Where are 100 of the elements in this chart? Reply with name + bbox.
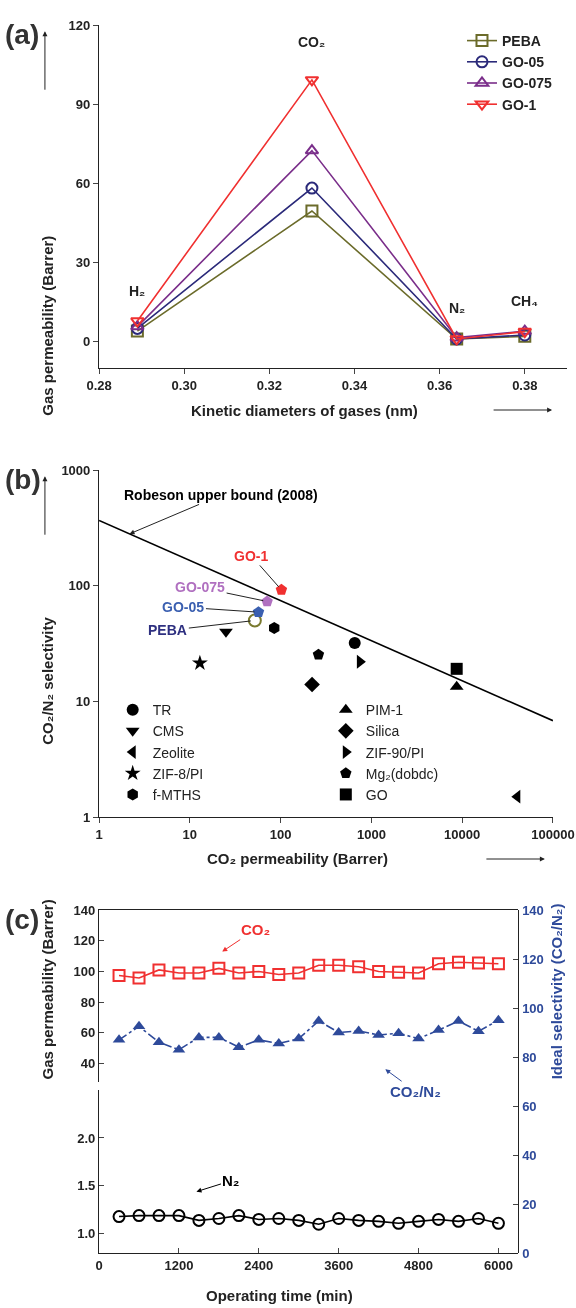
y2-tick-label: 60 [522,1098,537,1114]
legend-label: GO-075 [501,75,553,92]
x-tick-label: 2400 [244,1257,274,1273]
point [472,1025,485,1035]
y-tick-label: 140 [73,902,96,918]
chart-title: (a) [5,19,40,50]
annotation: N₂ [449,300,466,316]
x-tick-label: 100 [269,826,292,842]
y-tick-label: 1 [83,809,91,825]
y-tick-label: 2.0 [77,1130,96,1146]
point [112,968,126,982]
chart-title: (c) [5,904,40,935]
point [212,961,226,975]
y-tick-label: 80 [80,994,96,1010]
point [192,966,206,980]
legend-label: PIM-1 [365,702,404,719]
annotation: CO₂ [298,34,326,50]
legend-label: f-MTHS [152,786,201,803]
point [152,963,166,977]
x-tick-label: 10000 [444,826,481,842]
legend-label: CO₂/N₂ [390,1083,441,1100]
point [132,971,146,985]
x-tick-label: 0.32 [256,377,283,393]
point [372,964,386,978]
text: GO-05 [162,599,205,615]
y-tick-label: 1000 [61,462,91,478]
y-tick-label: 1.5 [77,1178,96,1194]
y-tick-label: 10 [75,693,91,709]
y-tick-label: 60 [80,1025,96,1041]
y2-tick-label: 20 [522,1196,537,1212]
x-tick-label: 0.38 [512,377,538,393]
y-tick-label: 120 [73,933,96,949]
point [451,955,465,969]
x-tick-label: 0.36 [426,377,453,393]
point [132,1020,146,1030]
legend-label: PEBA [501,33,541,50]
y-tick-label: 100 [68,578,91,594]
point [352,960,366,974]
text: PEBA [148,622,187,638]
y-tick-label: 60 [75,175,91,191]
legend-label: Silica [365,723,400,740]
x-tick-label: 0.34 [341,377,368,393]
y-tick-label: 30 [75,255,91,271]
legend-label: CMS [152,723,184,740]
point [212,1031,226,1041]
point [152,1036,166,1046]
point [232,966,246,980]
point [172,966,186,980]
text: GO-075 [175,579,226,595]
x-tick-label: 1200 [164,1257,194,1273]
x-tick-label: 6000 [483,1257,513,1273]
point [252,964,266,978]
point [192,1031,206,1041]
legend-label: GO-05 [501,54,545,71]
x-tick-label: 4800 [404,1257,434,1273]
legend-label: ZIF-8/PI [152,765,204,782]
point [412,966,426,980]
legend-label: GO [365,786,388,803]
legend-label: N₂ [222,1172,240,1189]
point [432,957,446,971]
point [305,204,319,218]
y-axis-title: CO₂/N₂ selectivity [39,616,57,745]
legend-label: TR [152,702,172,719]
y-tick-label: 1.0 [77,1226,96,1242]
y-axis-title: Gas permeability (Barrer) [39,899,57,1080]
x-axis-title: Operating time (min) [206,1287,353,1304]
annotation: CH₄ [511,293,538,309]
y2-tick-label: 80 [522,1049,537,1065]
y2-tick-label: 120 [522,951,544,967]
y-tick-label: 100 [73,963,96,979]
point [272,968,286,981]
legend-label: Zeolite [152,744,195,761]
point [332,958,346,972]
x-tick-label: 100000 [531,826,575,842]
y2-tick-label: 0 [522,1245,530,1261]
x-axis-title: Kinetic diameters of gases (nm) [191,402,418,419]
y2-tick-label: 40 [522,1147,537,1163]
point [392,965,406,979]
legend-label: GO-1 [501,96,537,113]
y-tick-label: 0 [83,334,91,350]
y-tick-label: 90 [75,96,91,112]
y-tick-label: 40 [80,1056,96,1072]
point [292,966,306,980]
series-label: CO₂ [241,921,271,938]
annotation: H₂ [129,283,146,299]
point [305,181,319,195]
point [312,958,326,972]
x-axis-title: CO₂ permeability (Barrer) [207,850,388,867]
chart-title: (b) [5,464,41,495]
x-tick-label: 10 [182,826,198,842]
y2-tick-label: 140 [522,902,544,918]
y-tick-label: 120 [68,17,91,33]
legend-label: Mg₂(dobdc) [365,765,439,782]
x-tick-label: 1000 [356,826,386,842]
x-tick-label: 0.28 [86,377,112,393]
y-axis-title: Gas permeability (Barrer) [39,235,57,416]
y2-tick-label: 100 [522,1000,544,1016]
x-tick-label: 0.30 [171,377,197,393]
y2-axis-title: Ideal selectivity (CO₂/N₂) [548,903,566,1080]
series-label: Robeson upper bound (2008) [124,487,318,503]
